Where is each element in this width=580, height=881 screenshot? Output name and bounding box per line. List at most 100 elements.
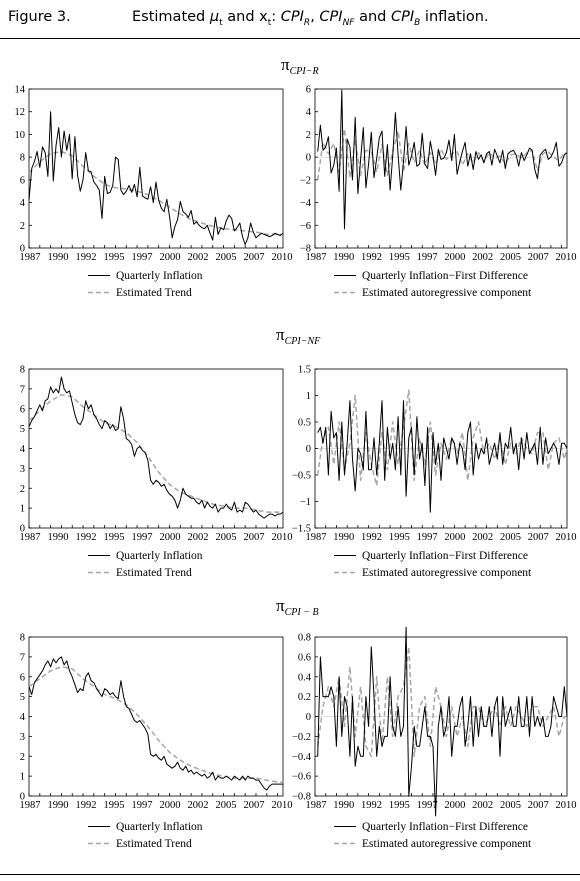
x-tick-label: 1997: [417, 800, 438, 811]
legend: Quarterly Inflation−First Difference Esti…: [334, 821, 532, 850]
y-tick-label: 0.5: [298, 418, 311, 429]
y-tick-label: −1.5: [292, 524, 311, 535]
x-tick-label: 1987: [20, 252, 41, 263]
y-tick-label: 7: [20, 652, 25, 663]
y-tick-label: −0.6: [292, 772, 311, 783]
y-tick-label: 0.2: [298, 692, 311, 703]
chart-2: 0 1 2 3 4 5 6 7 8 1987 1990 1992 1995 1997 2000 2002 200…: [20, 365, 293, 544]
series-line-dashed: [316, 128, 568, 181]
section-title: πCPI−R: [281, 55, 319, 77]
x-tick-label: 2005: [500, 252, 521, 263]
y-tick-label: −1: [300, 497, 311, 508]
y-tick-label: 7: [20, 384, 25, 395]
series-line-solid: [28, 656, 283, 791]
figure-title: Estimated μt and xt: CPIR, CPINF and CPI…: [132, 9, 489, 28]
y-tick-label: 3: [20, 732, 25, 743]
section-title-pi: π: [276, 325, 285, 344]
x-tick-label: 2007: [244, 800, 265, 811]
bottom-rule: [0, 874, 580, 875]
y-tick-label: 8: [20, 365, 25, 376]
x-tick-label: 1997: [417, 252, 438, 263]
plot-frame: [28, 88, 284, 249]
y-tick-label: 12: [15, 107, 26, 118]
top-rule: [0, 38, 580, 39]
y-tick-label: 4: [306, 107, 312, 118]
chart-0: 0 2 4 6 8 10 12 14 1987 1990 1992 1995 1997 2000 2002 2…: [15, 85, 293, 264]
title-mu: μ: [209, 9, 220, 25]
x-tick-label: 1990: [333, 252, 354, 263]
title-cpi-r: CPI: [280, 9, 304, 25]
series-line-dashed: [28, 394, 283, 513]
title-cpi-b: CPI: [390, 9, 415, 25]
series-line-dashed: [316, 646, 567, 758]
y-tick-label: 6: [20, 175, 25, 186]
x-tick-label: 1992: [361, 800, 382, 811]
x-tick-label: 2005: [500, 532, 521, 543]
section-title-pi: π: [276, 596, 285, 615]
legend: Quarterly Inflation Estimated Trend: [88, 550, 203, 579]
x-tick-label: 1992: [361, 532, 382, 543]
x-tick-label: 1992: [76, 252, 97, 263]
chart-1: −8 −6 −4 −2 0 2 4 6 1987 1990 1992 1995 1997 2000 2002…: [300, 85, 577, 264]
legend-label: Estimated Trend: [116, 287, 192, 299]
legend-label: Estimated autoregressive component: [362, 838, 532, 850]
x-tick-label: 2010: [272, 800, 293, 811]
legend-label: Quarterly Inflation−First Difference: [362, 550, 528, 562]
x-tick-label: 2002: [472, 252, 493, 263]
y-tick-label: 2: [306, 130, 311, 141]
title-mu-subscript: t: [219, 17, 223, 28]
legend-label: Estimated autoregressive component: [362, 287, 532, 299]
x-tick-label: 2005: [500, 800, 521, 811]
title-x: x: [259, 9, 268, 25]
x-tick-label: 2002: [188, 532, 209, 543]
title-cpi-nf: CPI: [319, 9, 343, 25]
x-tick-label: 2000: [160, 532, 181, 543]
legend-label: Estimated Trend: [116, 567, 192, 579]
x-tick-label: 2005: [216, 800, 237, 811]
series-line-dashed: [316, 389, 568, 487]
x-tick-label: 1995: [389, 252, 410, 263]
x-tick-label: 2007: [244, 532, 265, 543]
y-tick-label: 5: [20, 692, 25, 703]
y-tick-label: 2: [20, 484, 25, 495]
y-tick-label: −8: [300, 244, 311, 255]
x-tick-label: 2002: [188, 252, 209, 263]
x-tick-label: 2007: [528, 532, 549, 543]
x-tick-label: 1997: [417, 532, 438, 543]
figure-label: Figure 3.: [8, 9, 71, 25]
legend: Quarterly Inflation−First Difference Esti…: [334, 270, 532, 299]
x-tick-label: 2007: [528, 800, 549, 811]
x-tick-label: 1997: [132, 532, 153, 543]
y-tick-label: −4: [300, 198, 312, 209]
x-tick-label: 1990: [333, 800, 354, 811]
y-tick-label: 0: [20, 244, 25, 255]
x-tick-label: 2010: [556, 800, 577, 811]
x-tick-label: 1987: [306, 252, 327, 263]
x-tick-label: 1995: [104, 252, 125, 263]
title-colon: :: [271, 9, 281, 25]
series-line-solid: [317, 89, 568, 230]
x-tick-label: 1995: [104, 800, 125, 811]
y-tick-label: 10: [15, 130, 26, 141]
y-tick-label: 4: [20, 198, 26, 209]
y-tick-label: 0: [306, 712, 311, 723]
x-tick-label: 2005: [216, 532, 237, 543]
x-tick-label: 2000: [444, 532, 465, 543]
y-tick-label: 6: [20, 404, 25, 415]
x-tick-label: 1997: [132, 252, 153, 263]
y-tick-label: 2: [20, 221, 25, 232]
x-tick-label: 2002: [472, 532, 493, 543]
y-tick-label: 0: [306, 444, 311, 455]
y-tick-label: −0.8: [292, 792, 311, 803]
x-tick-label: 1992: [76, 532, 97, 543]
x-tick-label: 1995: [389, 532, 410, 543]
y-tick-label: 6: [20, 672, 25, 683]
y-tick-label: −6: [300, 221, 311, 232]
section-title-pi: π: [281, 55, 290, 74]
series-line-dashed: [28, 666, 283, 783]
y-tick-label: 14: [15, 85, 26, 96]
x-tick-label: 1990: [48, 252, 69, 263]
title-and-2: and: [354, 9, 391, 25]
chart-4: 0 1 2 3 4 5 6 7 8 1987 1990 1992 1995 1997 2000 2002 200…: [20, 633, 293, 812]
